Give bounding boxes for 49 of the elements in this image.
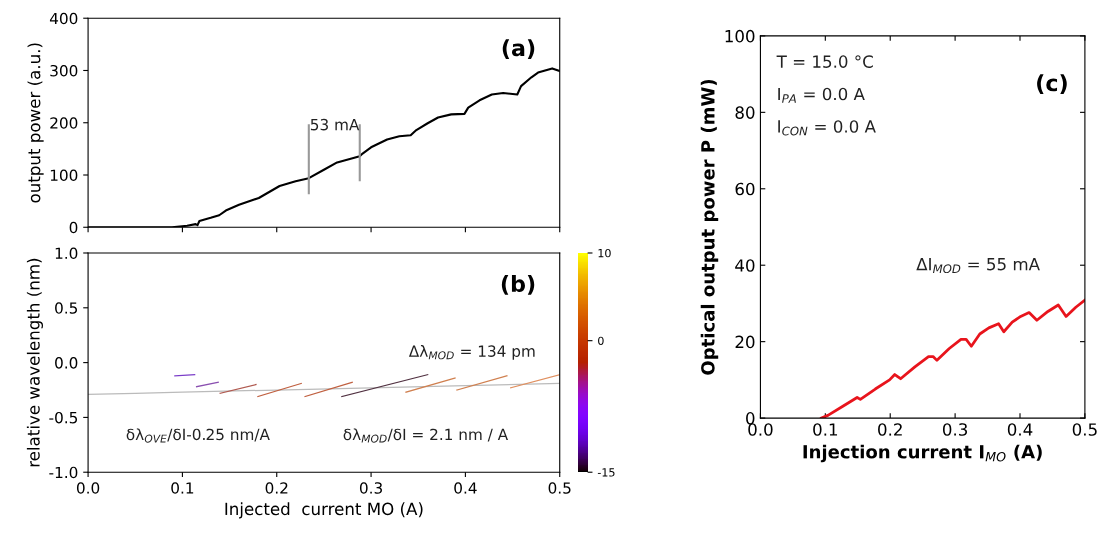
y-tick-label: 80 (735, 106, 755, 119)
y-tick-label: -0.5 (49, 411, 78, 424)
y-tick-label: 400 (49, 12, 78, 25)
color-bar-label: 0 (598, 336, 604, 346)
x-tick-label: 0.5 (548, 482, 571, 494)
text: (b) (501, 274, 535, 295)
annotation: I$_{PA}$ = 0.0 A (778, 87, 865, 103)
y-tick-label: 200 (50, 117, 78, 129)
x-axis-title: Injected current MO (A) (225, 502, 423, 519)
x-tick-label: 0.4 (1007, 423, 1033, 436)
y-tick-label: 60 (735, 182, 755, 196)
color-bar-label: 10 (598, 248, 611, 258)
color-bar-label: -15 (597, 468, 615, 477)
annotation: Δλ$_{MOD}$ = 134 pm (408, 345, 535, 360)
x-tick-label: 0.2 (878, 423, 902, 436)
x-tick-label: 0.2 (265, 482, 288, 494)
y-axis-title: relative wavelength (nm) (26, 258, 43, 467)
y-tick-label: 100 (725, 29, 755, 43)
y-tick-label: 0.5 (55, 302, 78, 314)
annotation: ΔI$_{MOD}$ = 55 mA (916, 258, 1040, 274)
y-axis-title: Optical output power P (mW) (700, 79, 719, 375)
text: (a) (502, 39, 535, 59)
x-tick-label: 0.0 (748, 423, 773, 436)
y-tick-label: 20 (735, 335, 755, 349)
annotation: T = 15.0 °C (776, 55, 873, 68)
x-axis-title: Injection current I$_{MO}$ (A) (803, 444, 1042, 463)
y-tick-label: -1.0 (49, 466, 78, 479)
y-tick-label: 0 (69, 221, 78, 234)
x-tick-label: 0.0 (76, 482, 100, 494)
annotation: δλ$_{OVE}$/δI-0.25 nm/A (126, 428, 270, 443)
y-tick-label: 0 (746, 412, 755, 425)
y-tick-label: 1.0 (55, 247, 78, 260)
line-series (820, 298, 1085, 419)
y-axis-title: output power (a.u.) (27, 43, 44, 203)
y-tick-label: 300 (50, 64, 78, 77)
annotation: I$_{CON}$ = 0.0 A (778, 120, 876, 136)
x-tick-label: 0.1 (813, 423, 838, 436)
x-tick-label: 0.5 (1072, 423, 1097, 436)
x-tick-label: 0.1 (171, 482, 194, 494)
y-tick-label: 100 (50, 169, 78, 182)
annotation: 53 mA (310, 118, 360, 131)
x-tick-label: 0.4 (454, 482, 477, 494)
x-tick-label: 0.3 (942, 423, 968, 436)
line-series (88, 382, 560, 396)
annotation: δλ$_{MOD}$/δI = 2.1 nm / A (343, 428, 509, 443)
y-tick-label: 0.0 (55, 357, 78, 369)
x-tick-label: 0.3 (359, 482, 382, 494)
y-tick-label: 40 (735, 259, 755, 272)
text: (c) (1037, 74, 1067, 94)
